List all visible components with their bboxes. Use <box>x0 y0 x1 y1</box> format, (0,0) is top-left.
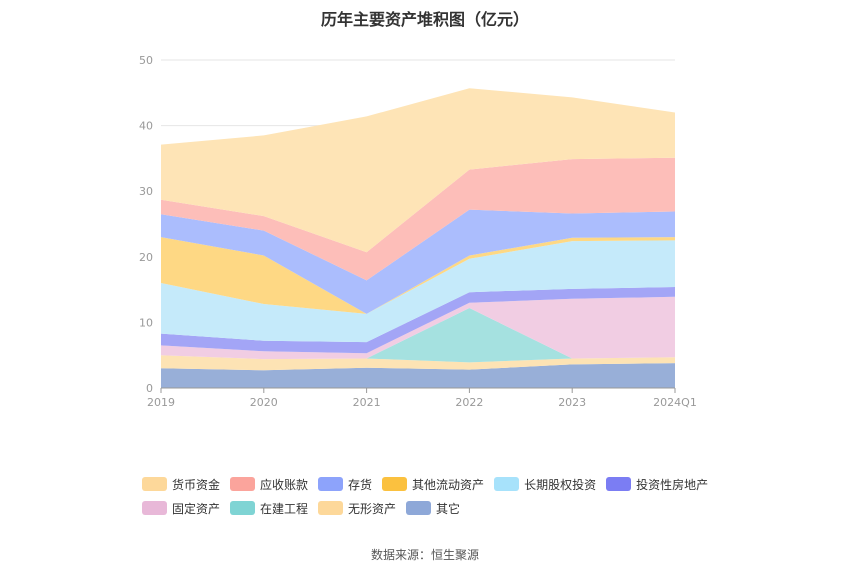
legend-label: 固定资产 <box>172 501 221 516</box>
legend-swatch <box>142 477 167 491</box>
legend-swatch <box>406 501 432 515</box>
legend-swatch <box>318 501 344 515</box>
legend-row: 货币资金 应收账款 存货 其他流动资产 长期股权投资 投资性房地产 <box>142 472 742 496</box>
area-layer <box>161 88 675 388</box>
legend-item[interactable]: 货币资金 <box>142 476 220 493</box>
legend-item[interactable]: 无形资产 <box>318 500 396 517</box>
legend-item[interactable]: 在建工程 <box>230 500 308 517</box>
legend-swatch <box>142 501 167 515</box>
legend-label: 其他流动资产 <box>412 477 485 492</box>
y-tick-label: 30 <box>139 185 153 198</box>
legend-item[interactable]: 存货 <box>318 476 372 493</box>
legend-label: 应收账款 <box>260 477 309 492</box>
stacked-area-chart: 0 10 20 30 40 50 2019 2020 2021 2022 2023 2024Q1 <box>139 54 697 409</box>
x-tick-label: 2023 <box>558 396 586 409</box>
legend-label: 其它 <box>436 501 461 516</box>
area-series-存货[interactable] <box>161 209 675 314</box>
x-tick-label: 2020 <box>250 396 278 409</box>
y-tick-label: 40 <box>139 120 153 133</box>
y-tick-label: 20 <box>139 251 153 264</box>
legend-swatch <box>230 477 256 491</box>
legend-swatch <box>382 477 408 491</box>
x-tick-label: 2021 <box>353 396 381 409</box>
legend-swatch <box>230 501 256 515</box>
area-series-其它[interactable] <box>161 363 675 388</box>
legend-label: 存货 <box>348 477 373 492</box>
area-series-投资性房地产[interactable] <box>161 287 675 354</box>
x-tick-label: 2024Q1 <box>653 396 697 409</box>
legend-label: 长期股权投资 <box>524 477 597 492</box>
data-source: 数据来源：恒生聚源 <box>370 548 479 562</box>
legend-label: 在建工程 <box>260 501 309 516</box>
legend-swatch <box>606 477 632 491</box>
legend-label: 无形资产 <box>348 501 397 516</box>
legend-item[interactable]: 应收账款 <box>230 476 308 493</box>
legend-row: 固定资产 在建工程 无形资产 其它 <box>142 496 742 520</box>
area-series-无形资产[interactable] <box>161 355 675 371</box>
area-series-其他流动资产[interactable] <box>161 237 675 314</box>
legend-swatch <box>494 477 520 491</box>
legend-item[interactable]: 其它 <box>406 500 460 517</box>
legend-item[interactable]: 其他流动资产 <box>382 476 484 493</box>
area-series-货币资金[interactable] <box>161 88 675 253</box>
legend-label: 货币资金 <box>172 477 221 492</box>
y-tick-label: 50 <box>139 54 153 67</box>
axis-layer: 0 10 20 30 40 50 2019 2020 2021 2022 2023 2024Q1 <box>139 54 697 409</box>
legend-item[interactable]: 固定资产 <box>142 500 220 517</box>
x-tick-label: 2019 <box>147 396 175 409</box>
y-tick-label: 0 <box>146 382 153 395</box>
y-tick-label: 10 <box>139 316 153 329</box>
chart-title: 历年主要资产堆积图（亿元） <box>320 10 529 29</box>
area-series-长期股权投资[interactable] <box>161 240 675 343</box>
legend-item[interactable]: 投资性房地产 <box>606 476 708 493</box>
area-series-应收账款[interactable] <box>161 157 675 281</box>
area-series-在建工程[interactable] <box>161 308 675 363</box>
x-tick-label: 2022 <box>455 396 483 409</box>
legend-swatch <box>318 477 344 491</box>
legend: 货币资金 应收账款 存货 其他流动资产 长期股权投资 投资性房地产 固定资产 在建工程 无形资… <box>142 472 742 520</box>
legend-item[interactable]: 长期股权投资 <box>494 476 596 493</box>
legend-label: 投资性房地产 <box>636 477 709 492</box>
